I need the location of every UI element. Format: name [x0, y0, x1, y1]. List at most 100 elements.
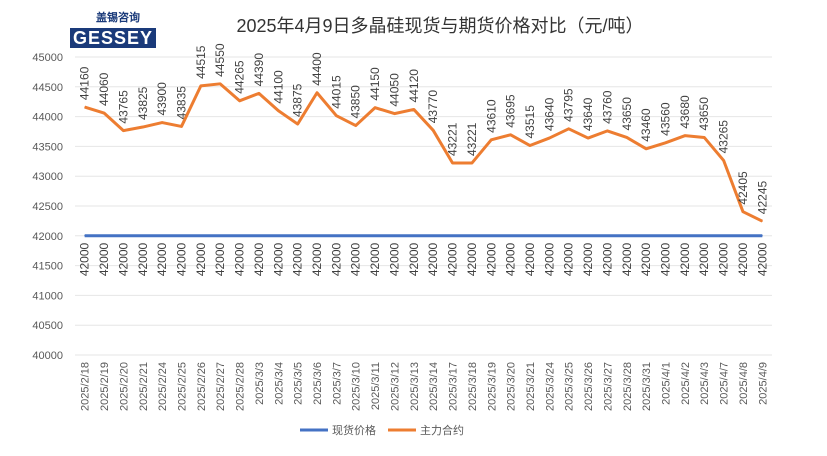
data-label: 42000: [717, 242, 731, 276]
data-label: 43835: [174, 86, 188, 120]
data-label: 42000: [542, 242, 556, 276]
x-tick-label: 2025/4/2: [680, 362, 692, 405]
data-point: [471, 235, 473, 237]
legend-label: 主力合约: [420, 423, 464, 437]
data-label: 43221: [465, 122, 479, 156]
gessey-logo: 盖锡咨询 GESSEY: [70, 12, 157, 50]
y-tick-label: 45000: [32, 52, 63, 64]
x-tick-label: 2025/3/5: [293, 362, 305, 405]
data-label: 42000: [465, 242, 479, 276]
data-point: [258, 235, 260, 237]
data-point: [180, 125, 182, 127]
data-label: 42000: [78, 242, 92, 276]
data-point: [122, 130, 124, 132]
data-label: 44120: [407, 69, 421, 103]
x-tick-label: 2025/2/27: [215, 362, 227, 411]
data-point: [742, 211, 744, 213]
data-point: [510, 235, 512, 237]
series-line-1: [84, 82, 763, 223]
x-tick-label: 2025/3/13: [409, 362, 421, 411]
data-point: [219, 235, 221, 237]
data-label: 44265: [233, 60, 247, 94]
x-tick-label: 2025/3/25: [564, 362, 576, 411]
data-point: [645, 235, 647, 237]
data-point: [316, 92, 318, 94]
x-tick-label: 2025/3/14: [428, 362, 440, 411]
data-point: [452, 162, 454, 164]
data-point: [277, 235, 279, 237]
data-label: 42000: [329, 242, 343, 276]
data-point: [297, 123, 299, 125]
x-tick-label: 2025/3/11: [370, 362, 382, 410]
data-point: [432, 235, 434, 237]
data-label: 42000: [562, 242, 576, 276]
x-tick-label: 2025/3/27: [602, 362, 614, 411]
data-point: [587, 137, 589, 139]
x-tick-label: 2025/4/1: [661, 362, 673, 405]
x-tick-label: 2025/4/7: [719, 362, 731, 405]
x-tick-label: 2025/3/31: [641, 362, 653, 411]
data-label: 43695: [504, 94, 518, 128]
x-tick-label: 2025/3/26: [583, 362, 595, 411]
logo-en: GESSEY: [70, 28, 157, 48]
data-point: [239, 235, 241, 237]
data-point: [510, 134, 512, 136]
data-label: 43640: [542, 97, 556, 131]
data-label: 42000: [349, 242, 363, 276]
data-label: 42000: [97, 242, 111, 276]
x-tick-label: 2025/2/18: [80, 362, 92, 411]
data-point: [142, 235, 144, 237]
data-label: 42000: [620, 242, 634, 276]
data-label: 42405: [736, 171, 750, 205]
data-label: 42000: [407, 242, 421, 276]
data-point: [452, 235, 454, 237]
data-label: 42000: [581, 242, 595, 276]
x-tick-label: 2025/3/20: [506, 362, 518, 411]
y-tick-label: 40500: [32, 320, 63, 332]
data-label: 42000: [194, 242, 208, 276]
x-tick-label: 2025/3/7: [331, 362, 343, 405]
y-tick-label: 42000: [32, 231, 63, 243]
data-point: [413, 108, 415, 110]
data-label: 43610: [484, 99, 498, 133]
data-label: 44100: [271, 70, 285, 104]
data-point: [703, 235, 705, 237]
data-point: [742, 235, 744, 237]
x-tick-label: 2025/3/3: [254, 362, 266, 405]
data-label: 44015: [329, 75, 343, 109]
data-point: [645, 148, 647, 150]
data-point: [490, 139, 492, 141]
data-point: [239, 100, 241, 102]
x-tick-label: 2025/3/21: [525, 362, 537, 411]
data-label: 42000: [368, 242, 382, 276]
x-tick-label: 2025/3/17: [448, 362, 460, 411]
data-label: 42000: [252, 242, 266, 276]
x-tick-label: 2025/3/28: [622, 362, 634, 411]
data-point: [161, 122, 163, 124]
x-tick-label: 2025/2/20: [118, 362, 130, 411]
x-tick-label: 2025/3/10: [351, 362, 363, 411]
data-label: 43765: [116, 90, 130, 124]
data-label: 42000: [116, 242, 130, 276]
data-label: 43515: [523, 105, 537, 139]
x-tick-label: 2025/3/4: [273, 362, 285, 405]
data-point: [626, 136, 628, 138]
chart-title: 2025年4月9日多晶硅现货与期货价格对比（元/吨）: [236, 16, 644, 36]
data-point: [606, 235, 608, 237]
x-tick-label: 2025/4/3: [699, 362, 711, 405]
data-label: 42000: [697, 242, 711, 276]
data-label: 44050: [387, 73, 401, 107]
data-point: [335, 115, 337, 117]
data-label: 43560: [659, 102, 673, 136]
data-label: 44550: [213, 43, 227, 77]
data-point: [548, 137, 550, 139]
data-point: [335, 235, 337, 237]
data-label: 44150: [368, 67, 382, 101]
data-label: 42000: [271, 242, 285, 276]
data-point: [103, 112, 105, 114]
data-point: [103, 235, 105, 237]
data-point: [587, 235, 589, 237]
data-label: 44060: [97, 72, 111, 106]
